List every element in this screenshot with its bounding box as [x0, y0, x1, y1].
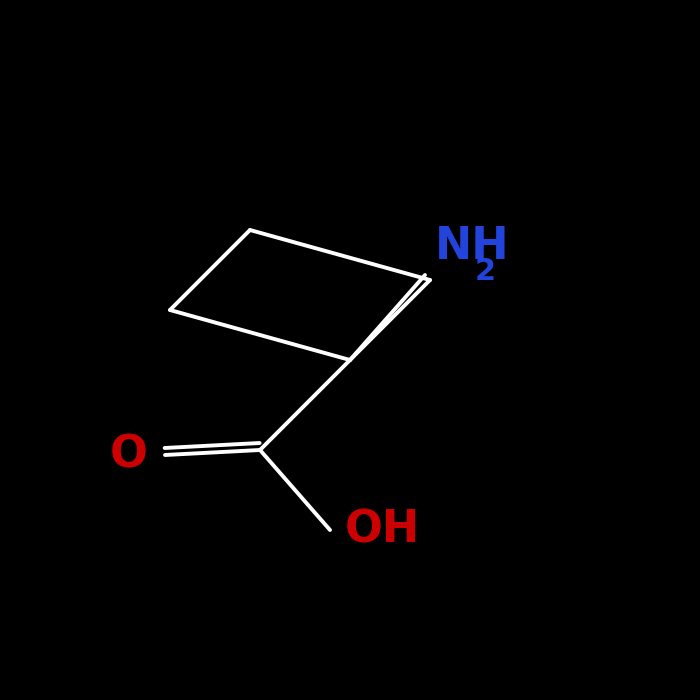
Text: O: O — [110, 433, 148, 477]
Text: NH: NH — [435, 225, 510, 268]
Text: OH: OH — [345, 508, 420, 552]
Text: 2: 2 — [475, 257, 496, 286]
